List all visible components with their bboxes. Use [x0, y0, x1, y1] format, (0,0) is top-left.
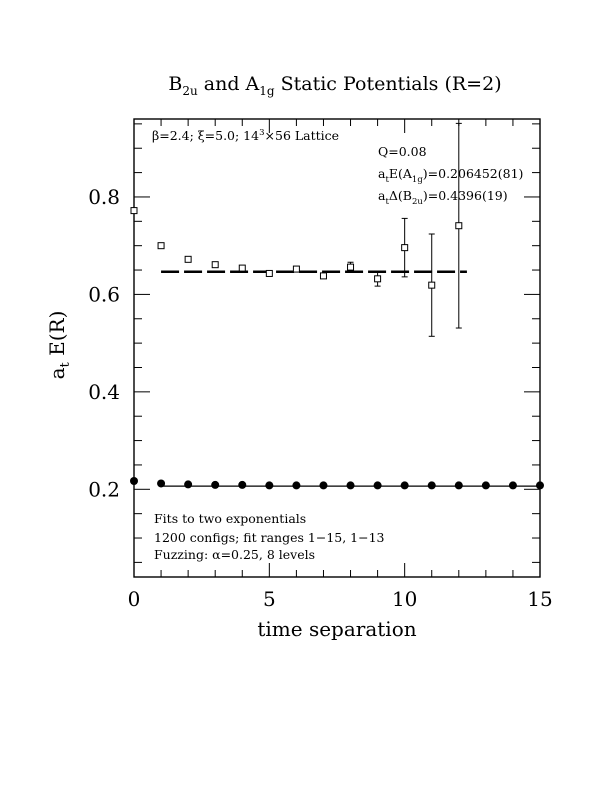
b2u-point [157, 242, 165, 250]
data-marks [130, 122, 544, 490]
a1g-point [400, 481, 409, 490]
y-tick-label: 0.4 [88, 380, 120, 404]
a1g-point [130, 477, 138, 486]
x-tick-label: 0 [128, 587, 141, 611]
lattice-annotation: β=2.4; ξ=5.0; 143×56 Lattice [152, 128, 339, 143]
a1g-point [373, 481, 382, 490]
a1g-point [454, 481, 463, 490]
a1g-point [536, 481, 544, 490]
a1g-point [211, 480, 220, 489]
a1g-point [157, 479, 166, 488]
x-tick-label: 15 [527, 587, 552, 611]
b2u-point [211, 261, 219, 269]
a1g-point [427, 481, 436, 490]
fit-note-line1: Fits to two exponentials [154, 511, 306, 526]
x-tick-labels: 0 5 10 15 [128, 587, 553, 611]
fit-lines [161, 270, 540, 487]
b2u-point [184, 255, 192, 263]
chart-title: B2u and A1g Static Potentials (R=2) [168, 73, 501, 98]
axis-ticks [133, 119, 541, 577]
b2u-point [347, 263, 355, 271]
y-tick-label: 0.6 [88, 282, 120, 306]
fit-note-line3: Fuzzing: α=0.25, 8 levels [154, 547, 315, 562]
q-annotation: Q=0.08 [378, 144, 427, 159]
fit-note-line2: 1200 configs; fit ranges 1−15, 1−13 [154, 530, 385, 545]
a1g-point [319, 481, 328, 490]
y-tick-label: 0.8 [88, 185, 120, 209]
b2u-point [319, 272, 327, 280]
x-tick-label: 10 [392, 587, 417, 611]
a1g-point [184, 480, 193, 489]
a1g-point [508, 481, 517, 490]
a1g-point [265, 481, 274, 490]
y-tick-label: 0.2 [88, 477, 120, 501]
y-tick-labels: 0.2 0.4 0.6 0.8 [88, 185, 120, 501]
energy-b2u-annotation: atΔ(B2u)=0.4396(19) [378, 188, 508, 207]
x-axis-label: time separation [257, 617, 416, 641]
energy-a1g-annotation: atE(A1g)=0.206452(81) [378, 166, 523, 185]
b2u-point [130, 207, 138, 215]
b2u-point [455, 222, 463, 230]
b2u-point [428, 281, 436, 289]
a1g-point [346, 481, 355, 490]
a1g-point [292, 481, 301, 490]
b2u-point [265, 269, 273, 277]
b2u-point [292, 265, 300, 273]
b2u-point [238, 264, 246, 272]
x-tick-label: 5 [263, 587, 276, 611]
b2u-point [374, 275, 382, 283]
b2u-point [401, 244, 409, 252]
a1g-point [481, 481, 490, 490]
plot-frame [133, 118, 541, 578]
a1g-point [238, 480, 247, 489]
y-axis-label: at E(R) [45, 311, 73, 380]
